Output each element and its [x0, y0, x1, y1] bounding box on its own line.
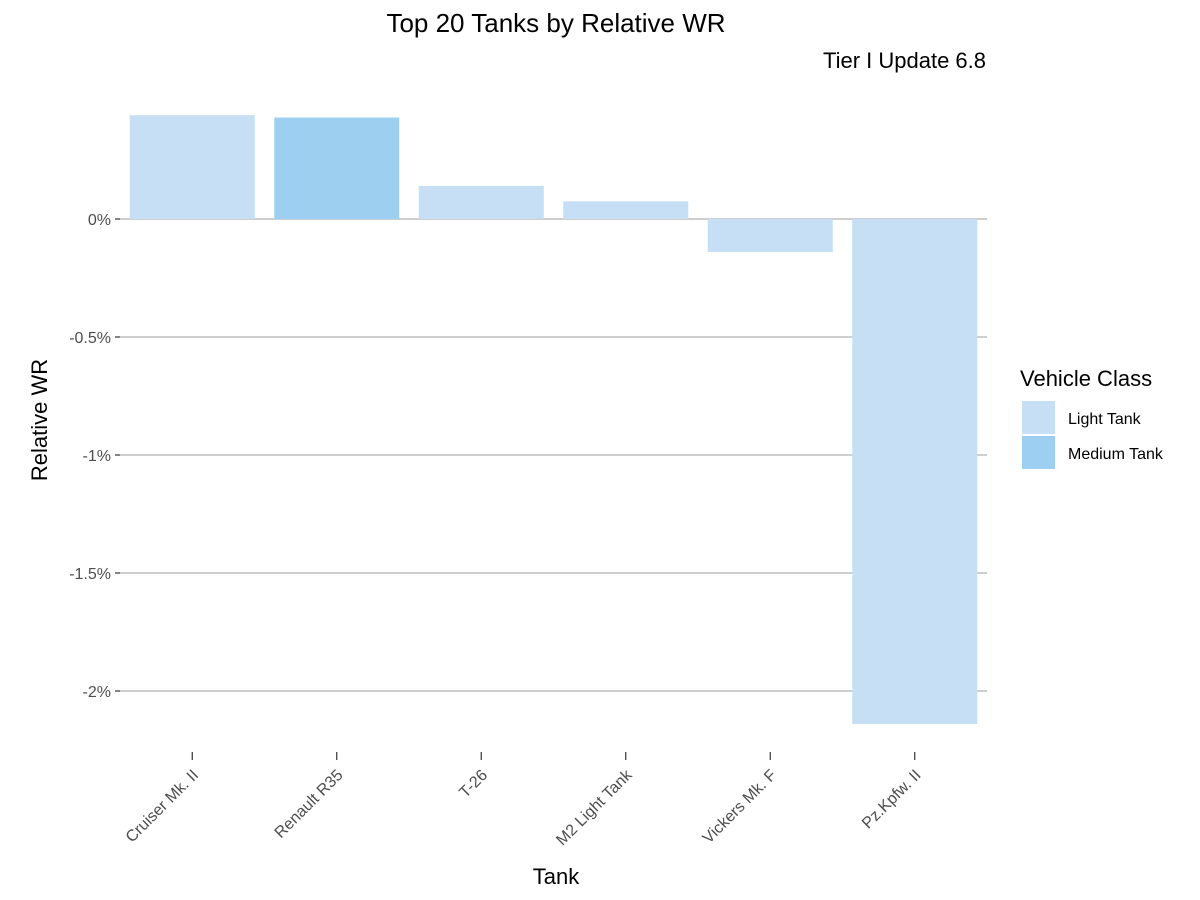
bar	[563, 201, 689, 219]
legend-swatch	[1022, 401, 1055, 434]
bar	[852, 219, 978, 725]
legend-swatch	[1022, 436, 1055, 469]
chart-title: Top 20 Tanks by Relative WR	[386, 8, 725, 38]
x-tick-label: Vickers Mk. F	[700, 767, 780, 847]
bar	[707, 219, 833, 253]
y-axis-title: Relative WR	[27, 359, 52, 481]
x-tick-label: Pz.Kpfw. II	[859, 767, 924, 832]
x-tick-label: T-26	[456, 767, 491, 802]
y-tick-label: 0%	[88, 212, 111, 229]
x-tick-label: M2 Light Tank	[553, 766, 636, 849]
y-tick-label: -0.5%	[69, 330, 111, 347]
y-tick-label: -2%	[83, 684, 111, 701]
gridlines	[120, 218, 987, 692]
legend-label: Medium Tank	[1068, 446, 1164, 463]
x-axis-title: Tank	[533, 864, 580, 889]
legend-label: Light Tank	[1068, 411, 1142, 428]
x-tick-label: Renault R35	[272, 767, 347, 842]
y-axis: 0% -0.5% -1% -1.5% -2%	[69, 212, 120, 701]
y-tick-label: -1%	[83, 448, 111, 465]
x-tick-label: Cruiser Mk. II	[123, 767, 202, 846]
legend: Vehicle Class Light Tank Medium Tank	[1020, 366, 1164, 469]
y-tick-label: -1.5%	[69, 566, 111, 583]
x-axis: Cruiser Mk. II Renault R35 T-26 M2 Light Ta…	[123, 752, 925, 849]
legend-title: Vehicle Class	[1020, 366, 1152, 391]
chart-subtitle: Tier I Update 6.8	[823, 48, 986, 73]
bar	[418, 185, 544, 219]
bar	[129, 115, 255, 219]
bars	[129, 115, 978, 725]
bar	[274, 117, 400, 219]
